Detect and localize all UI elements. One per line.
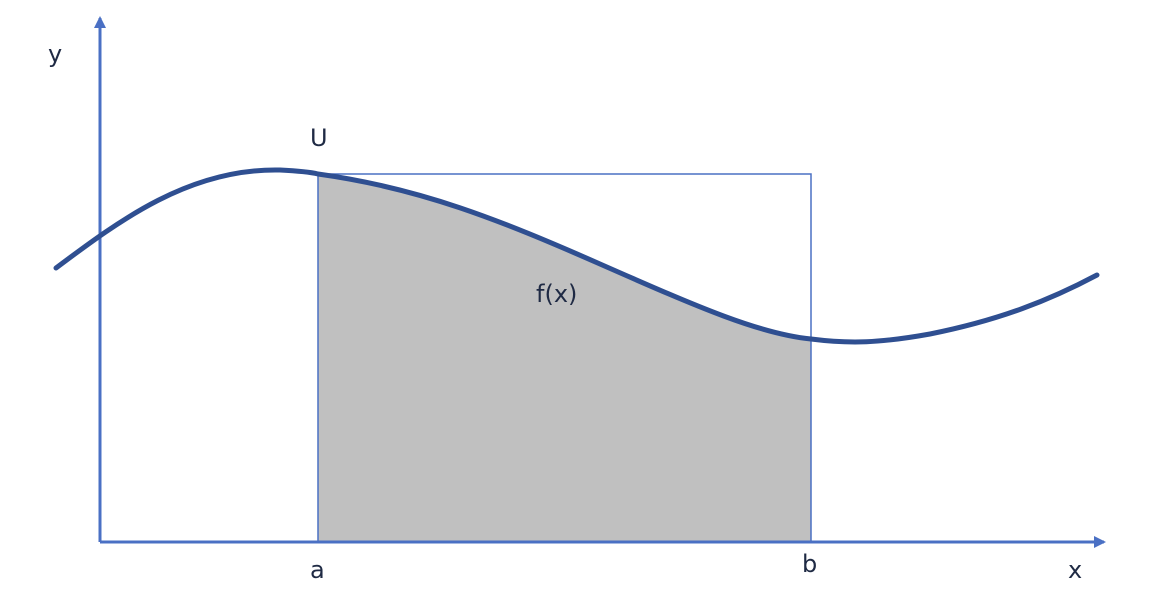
function-curve	[53, 167, 1100, 345]
x-axis-label: x	[1068, 556, 1082, 584]
y-axis-label: y	[48, 40, 62, 68]
function-label: f(x)	[536, 280, 577, 308]
a-label: a	[310, 556, 325, 584]
upper-bound-label: U	[310, 124, 328, 152]
b-label: b	[802, 550, 817, 578]
shaded-area-under-curve	[318, 174, 811, 542]
